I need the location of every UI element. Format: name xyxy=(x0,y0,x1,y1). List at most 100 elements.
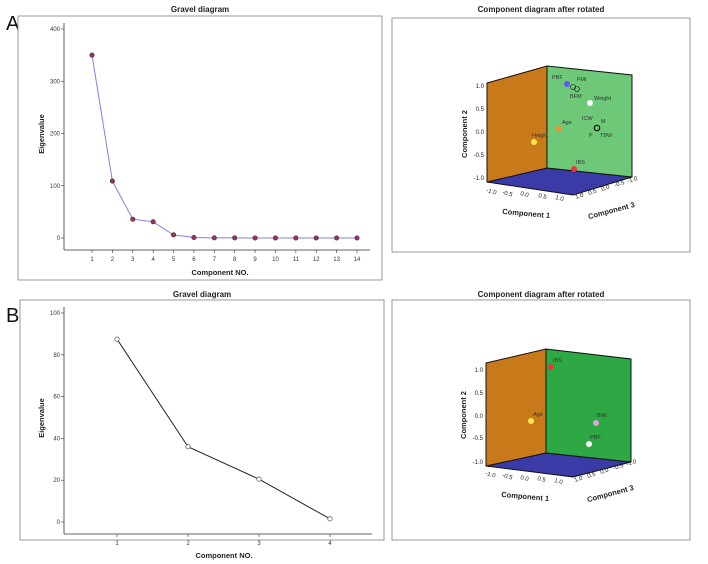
x-tick-label: 4 xyxy=(328,541,332,547)
point-ibs xyxy=(571,166,577,172)
y-tick: -0.5 xyxy=(474,153,485,159)
z-tick: 0.5 xyxy=(587,471,597,479)
point-label: ICW xyxy=(582,116,594,122)
z-tick: 0.0 xyxy=(601,184,611,192)
x-tick: -0.5 xyxy=(501,190,513,199)
chart-title: Component diagram after rotated xyxy=(478,5,605,14)
x-tick-label: 7 xyxy=(213,257,217,263)
x-tick-label: 5 xyxy=(172,257,176,263)
z-tick: -1.0 xyxy=(626,459,638,468)
x-tick-label: 1 xyxy=(90,257,94,263)
y-tick-label: 100 xyxy=(50,311,61,317)
data-point xyxy=(313,235,319,241)
data-point xyxy=(232,235,238,241)
left-wall xyxy=(485,348,547,467)
y-tick-label: 300 xyxy=(50,79,61,85)
data-point xyxy=(293,235,299,241)
x-tick-label: 1 xyxy=(115,541,119,547)
point-pbf xyxy=(586,441,592,447)
data-point xyxy=(334,235,340,241)
point-label: Age xyxy=(533,412,543,418)
x-tick-label: 9 xyxy=(253,257,257,263)
x-tick-label: 10 xyxy=(272,257,279,263)
z-tick: 0.5 xyxy=(588,188,598,196)
point-bmi xyxy=(593,420,599,426)
x-tick-label: 13 xyxy=(333,257,340,263)
point-label: IBS xyxy=(576,160,585,166)
z-tick: -0.5 xyxy=(614,180,626,189)
z-tick: -1.0 xyxy=(627,176,639,185)
scree-plot-a: Gravel diagram Component NO. Eigenvalue … xyxy=(17,5,383,281)
y-tick: 0.5 xyxy=(475,391,484,397)
chart-title: Gravel diagram xyxy=(171,5,229,14)
3d-plot-a: Component diagram after rotated 1.0 0.5 … xyxy=(391,5,691,253)
point-bfm xyxy=(574,86,580,92)
y-tick-label: 0 xyxy=(57,520,61,526)
3d-plot-b: Component diagram after rotated 1.0 0.5 … xyxy=(391,290,691,541)
point-label: Age xyxy=(562,120,572,126)
y-tick-label: 0 xyxy=(57,236,61,242)
y-tick: 1.0 xyxy=(476,84,485,90)
x-tick: 1.0 xyxy=(554,195,564,203)
point-label: M xyxy=(601,119,606,125)
x-tick: -1.0 xyxy=(485,188,497,197)
chart-frame xyxy=(17,15,383,281)
point-label: BMI xyxy=(597,413,607,419)
y-tick: -1.0 xyxy=(473,460,484,466)
point-m xyxy=(593,124,601,132)
panel-letter-b: B xyxy=(6,305,19,327)
point-label: Height xyxy=(532,133,548,139)
point-pbf xyxy=(564,81,570,87)
z-tick: 1.0 xyxy=(574,475,584,483)
data-point xyxy=(171,232,177,238)
series-line xyxy=(116,338,331,520)
point-label: P xyxy=(589,133,593,139)
data-point xyxy=(150,219,156,225)
x-tick-label: 6 xyxy=(192,257,196,263)
data-point xyxy=(130,216,136,222)
chart-frame xyxy=(19,299,385,541)
y-tick: -1.0 xyxy=(474,176,485,182)
y-tick-label: 60 xyxy=(53,395,60,401)
data-point xyxy=(191,234,197,240)
back-wall xyxy=(546,65,633,178)
x-tick-label: 3 xyxy=(257,541,261,547)
panel-letter-a: A xyxy=(6,13,20,35)
point-label: PBF xyxy=(552,75,563,81)
x-axis-label: Component NO. xyxy=(195,551,252,560)
x-tick: 0.5 xyxy=(537,193,547,201)
x-axis-label: Component 1 xyxy=(501,490,550,503)
point-label: Weight xyxy=(594,96,611,102)
data-point xyxy=(256,476,262,482)
data-point xyxy=(211,235,217,241)
x-axis-label: Component NO. xyxy=(191,268,248,277)
y-tick-label: 80 xyxy=(53,353,60,359)
z-tick: 1.0 xyxy=(575,192,585,200)
point-label: TBW xyxy=(600,133,613,139)
y-tick-label: 400 xyxy=(50,27,61,33)
data-point xyxy=(272,235,278,241)
data-point xyxy=(114,336,120,342)
left-wall xyxy=(486,65,548,183)
data-point xyxy=(327,516,333,522)
y-tick-label: 100 xyxy=(50,184,61,190)
x-tick: 1.0 xyxy=(553,478,563,486)
x-tick-label: 11 xyxy=(293,257,300,263)
x-axis-label: Component 1 xyxy=(502,207,551,220)
point-label: IBS xyxy=(553,358,562,364)
y-axis-label: Component 2 xyxy=(460,110,469,158)
point-age xyxy=(528,418,534,424)
data-point xyxy=(89,52,95,58)
y-axis-label: Component 2 xyxy=(459,391,468,439)
point-label: FMI xyxy=(577,77,587,83)
x-tick-label: 12 xyxy=(313,257,320,263)
x-tick-label: 14 xyxy=(354,257,361,263)
x-tick-label: 8 xyxy=(233,257,237,263)
back-wall xyxy=(545,348,632,463)
scree-plot-b: Gravel diagram Component NO. Eigenvalue … xyxy=(19,290,385,560)
z-tick: 0.0 xyxy=(600,467,610,475)
x-tick-label: 2 xyxy=(186,541,190,547)
y-tick: -0.5 xyxy=(473,436,484,442)
x-tick: 0.0 xyxy=(519,191,529,199)
